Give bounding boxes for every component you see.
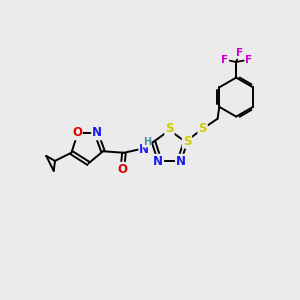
Text: O: O (117, 163, 128, 176)
Text: N: N (92, 126, 102, 140)
Text: F: F (236, 48, 243, 58)
Text: N: N (153, 155, 163, 168)
Text: N: N (139, 143, 149, 156)
Text: H: H (143, 137, 151, 147)
Text: N: N (176, 155, 186, 168)
Text: S: S (183, 135, 191, 148)
Text: F: F (245, 55, 252, 64)
Text: S: S (165, 122, 174, 136)
Text: O: O (72, 126, 82, 140)
Text: S: S (198, 122, 207, 134)
Text: F: F (221, 55, 228, 64)
